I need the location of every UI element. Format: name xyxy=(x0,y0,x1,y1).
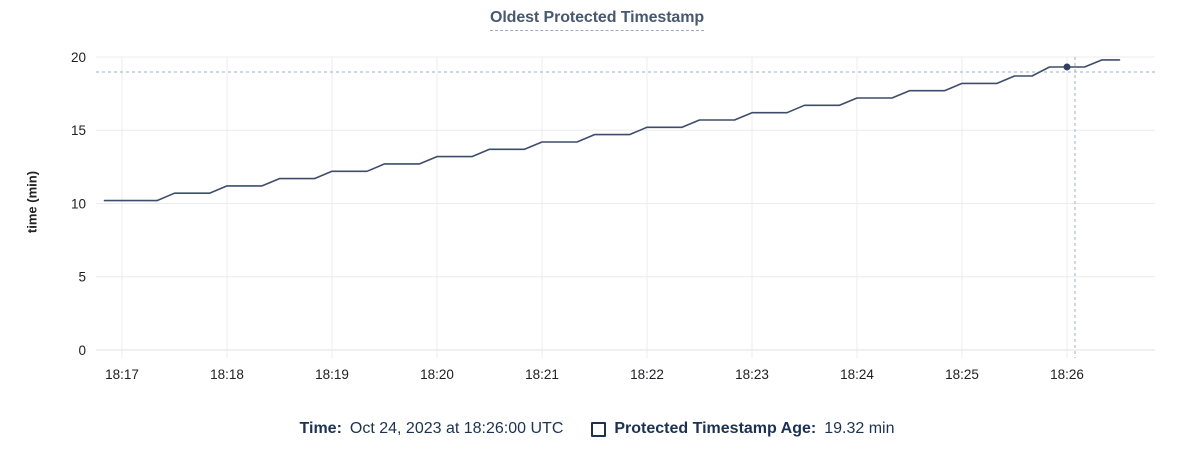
x-tick-label: 18:25 xyxy=(945,367,979,382)
x-tick-label: 18:21 xyxy=(525,367,559,382)
x-tick-label: 18:19 xyxy=(315,367,349,382)
x-tick-label: 18:23 xyxy=(735,367,769,382)
x-tick-label: 18:18 xyxy=(210,367,244,382)
series-line xyxy=(103,59,1121,202)
chart-header: Oldest Protected Timestamp xyxy=(0,9,1194,31)
x-tick-label: 18:17 xyxy=(105,367,139,382)
legend-time-group: Time: Oct 24, 2023 at 18:26:00 UTC xyxy=(300,420,564,438)
chart-title[interactable]: Oldest Protected Timestamp xyxy=(489,9,704,31)
legend-time-label: Time: xyxy=(299,420,342,437)
hover-point-dot xyxy=(1063,63,1071,71)
x-tick-label: 18:26 xyxy=(1050,367,1084,382)
y-tick-label: 5 xyxy=(78,270,86,285)
y-tick-label: 15 xyxy=(71,123,86,138)
legend-series-checkbox[interactable] xyxy=(591,421,607,437)
x-tick-label: 18:20 xyxy=(420,367,454,382)
chart-canvas[interactable]: 0 5 10 15 20 18:17 18:18 18:19 18:20 18:21 18:22 18… xyxy=(0,0,1194,410)
y-tick-label: 20 xyxy=(71,50,86,65)
legend-time-value: Oct 24, 2023 at 18:26:00 UTC xyxy=(349,420,564,437)
y-tick-label: 0 xyxy=(78,343,86,358)
legend-series-value: 19.32 min xyxy=(824,420,895,437)
legend-series-group: Protected Timestamp Age: 19.32 min xyxy=(591,420,894,438)
x-tick-label: 18:22 xyxy=(630,367,664,382)
x-tick-label: 18:24 xyxy=(840,367,874,382)
chart-legend: Time: Oct 24, 2023 at 18:26:00 UTC Prote… xyxy=(0,420,1194,438)
y-tick-label: 10 xyxy=(71,196,86,211)
legend-series-label: Protected Timestamp Age: xyxy=(614,420,817,437)
